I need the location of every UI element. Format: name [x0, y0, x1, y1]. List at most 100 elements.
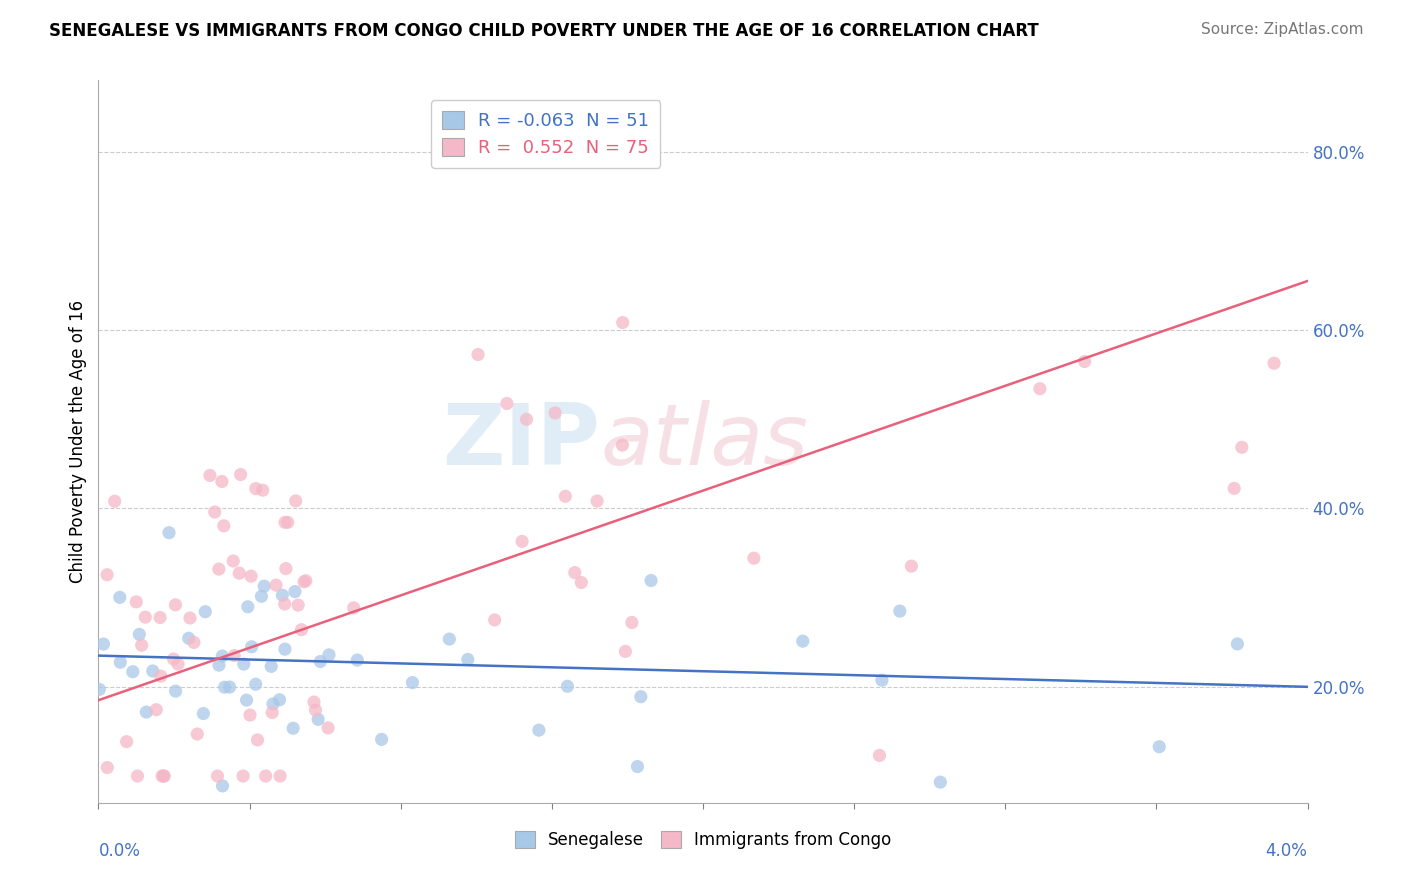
Point: [239, 708, 262, 723]
Point: [165, 598, 187, 612]
Point: [252, 483, 274, 498]
Point: [108, 591, 131, 605]
Point: [232, 657, 254, 671]
Point: [612, 438, 634, 452]
Point: [309, 655, 332, 669]
Point: [281, 721, 304, 735]
Point: [208, 658, 231, 673]
Point: [135, 705, 157, 719]
Point: [269, 769, 291, 783]
Point: [1223, 481, 1246, 495]
Point: [484, 613, 506, 627]
Point: [527, 723, 550, 738]
Point: [569, 575, 592, 590]
Point: [1226, 637, 1249, 651]
Point: [211, 779, 233, 793]
Point: [232, 769, 254, 783]
Point: [125, 595, 148, 609]
Point: [121, 665, 143, 679]
Point: [274, 561, 297, 575]
Point: [240, 569, 263, 583]
Point: [245, 482, 267, 496]
Point: [457, 652, 479, 666]
Point: [150, 769, 173, 783]
Point: [284, 584, 307, 599]
Point: [193, 706, 215, 721]
Point: [110, 655, 132, 669]
Text: Source: ZipAtlas.com: Source: ZipAtlas.com: [1201, 22, 1364, 37]
Point: [439, 632, 461, 646]
Point: [1147, 739, 1170, 754]
Point: [640, 574, 662, 588]
Point: [1230, 440, 1253, 454]
Point: [630, 690, 652, 704]
Point: [346, 653, 368, 667]
Point: [254, 769, 277, 783]
Point: [264, 578, 287, 592]
Point: [1029, 382, 1052, 396]
Point: [214, 680, 236, 694]
Point: [370, 732, 392, 747]
Point: [142, 664, 165, 678]
Point: [557, 679, 579, 693]
Point: [194, 605, 217, 619]
Text: 0.0%: 0.0%: [98, 842, 141, 860]
Point: [104, 494, 127, 508]
Point: [284, 494, 307, 508]
Point: [186, 727, 208, 741]
Point: [131, 638, 153, 652]
Point: [467, 347, 489, 361]
Point: [149, 610, 172, 624]
Point: [89, 682, 111, 697]
Point: [222, 554, 245, 568]
Point: [262, 697, 284, 711]
Point: [253, 579, 276, 593]
Point: [516, 412, 538, 426]
Point: [544, 406, 567, 420]
Point: [167, 657, 190, 671]
Point: [218, 680, 240, 694]
Point: [115, 734, 138, 748]
Point: [229, 467, 252, 482]
Point: [870, 673, 893, 688]
Point: [307, 712, 329, 726]
Point: [165, 684, 187, 698]
Point: [742, 551, 765, 566]
Point: [401, 675, 423, 690]
Point: [586, 494, 609, 508]
Point: [626, 759, 648, 773]
Point: [162, 652, 184, 666]
Point: [302, 695, 325, 709]
Point: [271, 588, 294, 602]
Point: [245, 677, 267, 691]
Point: [292, 574, 315, 589]
Point: [157, 525, 180, 540]
Point: [287, 598, 309, 612]
Y-axis label: Child Poverty Under the Age of 16: Child Poverty Under the Age of 16: [69, 300, 87, 583]
Point: [212, 518, 235, 533]
Point: [93, 637, 115, 651]
Point: [260, 659, 283, 673]
Point: [318, 648, 340, 662]
Point: [224, 648, 246, 663]
Text: atlas: atlas: [600, 400, 808, 483]
Point: [290, 623, 312, 637]
Point: [304, 703, 326, 717]
Point: [564, 566, 586, 580]
Point: [869, 748, 891, 763]
Point: [889, 604, 911, 618]
Point: [246, 733, 269, 747]
Point: [496, 396, 519, 410]
Point: [211, 649, 233, 664]
Point: [274, 516, 297, 530]
Point: [614, 644, 637, 658]
Point: [262, 706, 284, 720]
Point: [228, 566, 250, 581]
Point: [235, 693, 257, 707]
Point: [612, 316, 634, 330]
Legend: Senegalese, Immigrants from Congo: Senegalese, Immigrants from Congo: [508, 824, 898, 856]
Point: [269, 693, 291, 707]
Point: [128, 627, 150, 641]
Point: [96, 567, 118, 582]
Point: [208, 562, 231, 576]
